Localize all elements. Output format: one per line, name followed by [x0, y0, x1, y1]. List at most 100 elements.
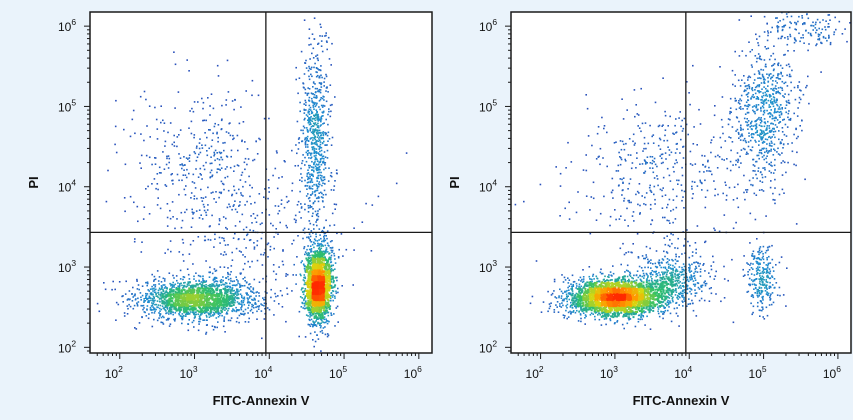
- data-point: [321, 330, 323, 332]
- data-point: [317, 259, 319, 261]
- data-point: [248, 321, 250, 323]
- data-point: [327, 124, 329, 126]
- data-point: [299, 311, 301, 313]
- data-point: [213, 198, 215, 200]
- data-point: [312, 191, 314, 193]
- data-point: [155, 284, 157, 286]
- data-point: [181, 212, 183, 214]
- data-point: [319, 234, 321, 236]
- y-tick-label-exponent: 6: [71, 17, 76, 27]
- data-point: [314, 259, 316, 261]
- data-point: [756, 38, 758, 40]
- data-point: [316, 143, 318, 145]
- data-point: [193, 285, 195, 287]
- data-point: [194, 195, 196, 197]
- data-point: [255, 295, 257, 297]
- data-point: [216, 327, 218, 329]
- data-point: [164, 278, 166, 280]
- data-point: [157, 320, 159, 322]
- data-point: [309, 130, 311, 132]
- data-point: [318, 106, 320, 108]
- data-point: [228, 132, 230, 134]
- data-point: [306, 188, 308, 190]
- data-point: [216, 152, 218, 154]
- data-point: [313, 322, 315, 324]
- data-point: [318, 273, 320, 275]
- data-point: [313, 324, 315, 326]
- data-point: [244, 298, 246, 300]
- data-point: [571, 161, 573, 163]
- data-point: [204, 206, 206, 208]
- data-point: [331, 189, 333, 191]
- data-point: [312, 244, 314, 246]
- data-point: [560, 185, 562, 187]
- data-point: [323, 158, 325, 160]
- data-point: [238, 302, 240, 304]
- data-point: [314, 116, 316, 118]
- data-point: [322, 245, 324, 247]
- data-point: [169, 325, 171, 327]
- data-point: [323, 111, 325, 113]
- data-point: [314, 190, 316, 192]
- data-point: [196, 160, 198, 162]
- data-point: [242, 254, 244, 256]
- data-point: [164, 308, 166, 310]
- data-point: [295, 283, 297, 285]
- data-point: [274, 300, 276, 302]
- data-point: [206, 137, 208, 139]
- data-point: [734, 51, 736, 53]
- data-point: [665, 115, 667, 117]
- data-point: [196, 292, 198, 294]
- data-point: [309, 79, 311, 81]
- data-point: [146, 295, 148, 297]
- data-point: [137, 221, 139, 223]
- data-point: [315, 120, 317, 122]
- data-point: [173, 319, 175, 321]
- data-point: [173, 285, 175, 287]
- data-point: [334, 208, 336, 210]
- data-point: [270, 246, 272, 248]
- data-point: [130, 136, 132, 138]
- data-point: [297, 235, 299, 237]
- data-point: [196, 147, 198, 149]
- data-point: [187, 285, 189, 287]
- data-point: [181, 164, 183, 166]
- data-point: [184, 189, 186, 191]
- data-point: [304, 280, 306, 282]
- data-point: [179, 286, 181, 288]
- data-point: [323, 206, 325, 208]
- data-point: [610, 216, 612, 218]
- data-point: [328, 180, 330, 182]
- data-point: [308, 254, 310, 256]
- data-point: [329, 138, 331, 140]
- data-point: [239, 286, 241, 288]
- data-point: [172, 216, 174, 218]
- data-point: [196, 198, 198, 200]
- data-point: [201, 197, 203, 199]
- data-point: [785, 172, 787, 174]
- data-point: [205, 196, 207, 198]
- data-point: [260, 254, 262, 256]
- data-point: [297, 121, 299, 123]
- data-point: [323, 251, 325, 253]
- data-point: [315, 221, 317, 223]
- data-point: [315, 184, 317, 186]
- data-point: [307, 297, 309, 299]
- data-point: [203, 102, 205, 104]
- data-point: [167, 217, 169, 219]
- data-point: [198, 330, 200, 332]
- data-point: [186, 169, 188, 171]
- data-point: [325, 318, 327, 320]
- data-point: [263, 254, 265, 256]
- data-point: [326, 76, 328, 78]
- data-point: [226, 294, 228, 296]
- data-point: [174, 228, 176, 230]
- data-point: [238, 290, 240, 292]
- data-point: [259, 305, 261, 307]
- data-point: [304, 268, 306, 270]
- data-point: [221, 181, 223, 183]
- data-point: [317, 172, 319, 174]
- data-point: [276, 273, 278, 275]
- data-point: [185, 315, 187, 317]
